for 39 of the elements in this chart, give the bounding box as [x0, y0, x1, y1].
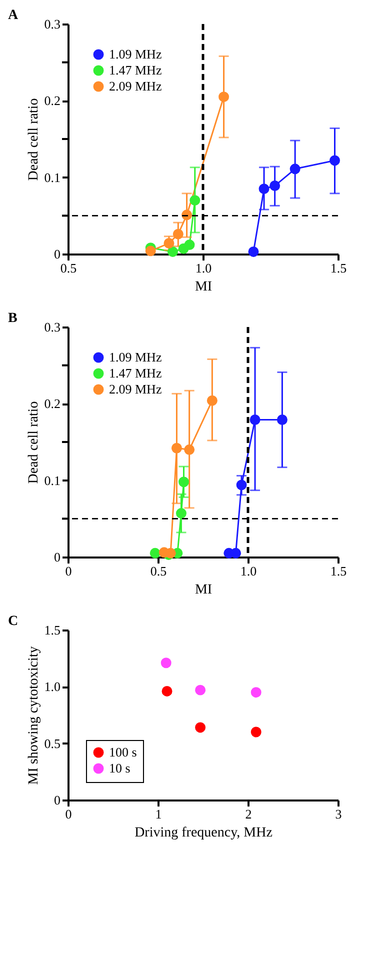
legend-label: 1.09 MHz — [109, 350, 162, 364]
y-tick-label: 1.5 — [44, 622, 60, 638]
y-tick-label: 0.1 — [44, 472, 60, 488]
chart-title: B — [8, 311, 18, 326]
y-axis-title: Dead cell ratio — [26, 98, 42, 181]
legend-label: 100 s — [109, 744, 137, 760]
legend-label: 2.09 MHz — [109, 382, 162, 396]
chart-title: A — [8, 8, 19, 23]
x-tick-label: 1.0 — [195, 260, 212, 276]
y-tick-label: 0.2 — [44, 396, 60, 412]
x-axis-title: MI — [194, 280, 212, 294]
y-tick-label: 0 — [54, 550, 60, 564]
x-tick-label: 0.5 — [150, 564, 167, 578]
x-tick-label: 3 — [335, 806, 342, 822]
legend-label: 2.09 MHz — [109, 78, 162, 94]
legend-label: 1.47 MHz — [109, 366, 162, 380]
y-tick-label: 0.3 — [44, 320, 60, 334]
x-tick-label: 2 — [245, 806, 252, 822]
y-tick-label: 0.1 — [44, 170, 60, 185]
legend-label: 10 s — [109, 760, 130, 776]
y-tick-label: 0.5 — [44, 736, 60, 751]
y-tick-label: 0.3 — [44, 16, 60, 32]
x-tick-label: 1 — [155, 806, 162, 822]
y-tick-label: 0 — [54, 246, 60, 262]
x-tick-label: 0 — [65, 806, 72, 822]
x-tick-label: 1.5 — [330, 564, 347, 578]
x-tick-label: 0 — [65, 564, 72, 578]
legend-label: 1.47 MHz — [109, 62, 162, 78]
x-tick-label: 1.5 — [330, 260, 347, 276]
legend-label: 1.09 MHz — [109, 46, 162, 62]
x-axis-title: MI — [194, 582, 212, 598]
x-tick-label: 1.0 — [240, 564, 257, 578]
y-axis-title: MI showing cytotoxicity — [26, 646, 42, 785]
chart-title: C — [8, 614, 18, 629]
y-tick-label: 0 — [54, 792, 60, 808]
y-axis-title: Dead cell ratio — [26, 401, 42, 484]
y-tick-label: 1.0 — [44, 679, 60, 694]
y-tick-label: 0.2 — [44, 93, 60, 108]
x-axis-title: Driving frequency, MHz — [134, 826, 272, 840]
